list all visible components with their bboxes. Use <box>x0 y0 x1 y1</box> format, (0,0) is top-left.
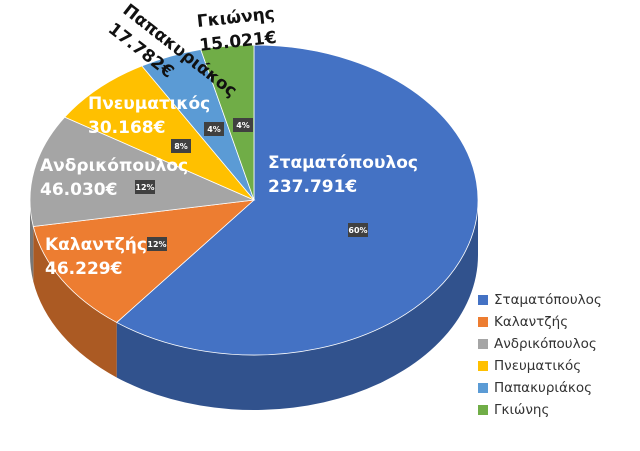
slice-value: 30.168€ <box>88 118 165 138</box>
slice-label: Σταματόπουλος 237.791€ <box>268 153 418 197</box>
percent-box <box>204 122 224 136</box>
slice <box>29 116 256 227</box>
slice <box>32 199 256 323</box>
percent-box <box>233 118 253 132</box>
legend-label: Γκιώνης <box>494 402 549 418</box>
slice-name: Σταματόπουλος <box>268 153 418 173</box>
percent-box <box>171 139 191 153</box>
percent-label: 8% <box>174 142 188 151</box>
legend-swatch <box>478 317 488 327</box>
percent-label: 12% <box>135 183 154 192</box>
slice-side <box>30 200 34 282</box>
legend-label: Παπακυριάκος <box>494 380 592 396</box>
slice-value: 46.229€ <box>45 259 122 279</box>
legend-label: Πνευματικός <box>494 358 581 374</box>
percent-label: 4% <box>207 125 221 134</box>
legend-swatch <box>478 383 488 393</box>
slice-label: Καλαντζής 46.229€ <box>45 235 147 279</box>
slice-value: 237.791€ <box>268 177 357 197</box>
legend-swatch <box>478 361 488 371</box>
slice-side <box>116 200 478 410</box>
legend-label: Ανδρικόπουλος <box>494 336 597 352</box>
percent-label: 60% <box>348 226 367 235</box>
slice-name: Γκιώνης <box>196 4 276 32</box>
slice <box>115 44 479 356</box>
legend-swatch <box>478 405 488 415</box>
slice-name: Ανδρικόπουλος <box>40 156 188 176</box>
percent-box <box>135 180 155 194</box>
slice <box>64 65 255 201</box>
legend-swatch <box>478 295 488 305</box>
percent-label: 4% <box>236 121 250 130</box>
legend-label: Σταματόπουλος <box>494 292 602 308</box>
percent-box <box>147 237 167 251</box>
slice-name: Καλαντζής <box>45 235 147 255</box>
slice-side <box>33 226 117 378</box>
percent-label: 12% <box>147 240 166 249</box>
slice-name: Πνευματικός <box>88 94 210 114</box>
slice-label: Πνευματικός 30.168€ <box>88 94 210 138</box>
slice-label: Ανδρικόπουλος 46.030€ <box>40 156 188 200</box>
slice-value: 46.030€ <box>40 180 117 200</box>
legend-swatch <box>478 339 488 349</box>
slice <box>200 44 255 201</box>
percent-box <box>348 223 368 237</box>
legend-label: Καλαντζής <box>494 314 568 330</box>
